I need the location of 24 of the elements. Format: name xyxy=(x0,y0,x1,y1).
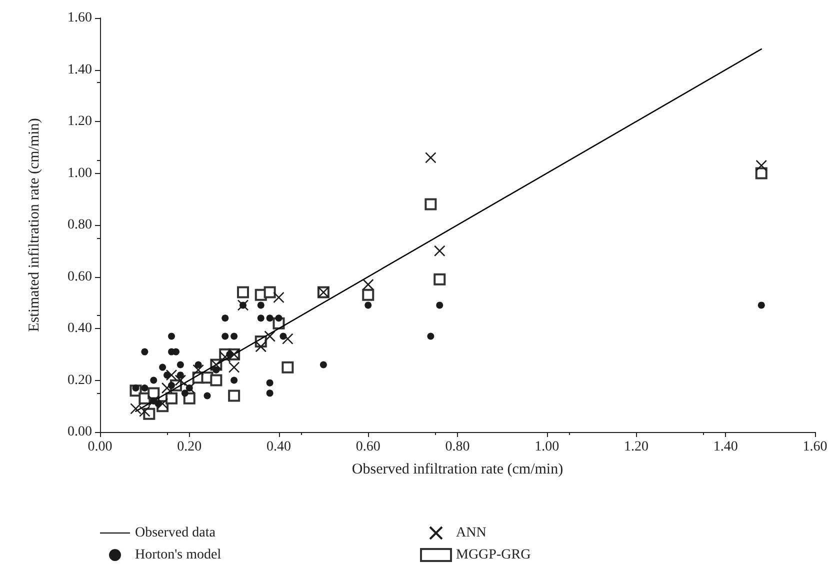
y-tick-label: 0.40 xyxy=(68,321,92,336)
x-tick-label: 0.80 xyxy=(445,440,470,454)
x-tick-label: 0.40 xyxy=(266,440,291,454)
x-tick-label: 0.00 xyxy=(88,440,112,454)
y-tick-label: 1.20 xyxy=(68,114,92,129)
y-tick-label: 0.20 xyxy=(68,372,92,388)
x-axis-title: Observed infiltration rate (cm/min) xyxy=(352,462,564,478)
y-tick-label: 0.80 xyxy=(68,218,92,232)
y-tick-label: 1.00 xyxy=(68,166,92,181)
y-tick-label: 1.40 xyxy=(68,62,92,78)
legend-label: Horton's model xyxy=(135,548,222,562)
x-tick-label: 0.60 xyxy=(356,440,380,454)
legend-label: MGGP-GRG xyxy=(456,548,531,562)
y-tick-label: 0.60 xyxy=(68,269,92,284)
x-tick-label: 1.00 xyxy=(534,440,560,454)
y-tick-label: 0.00 xyxy=(68,424,92,440)
legend-label: Observed data xyxy=(135,526,216,540)
y-tick-label: 1.60 xyxy=(68,10,92,26)
x-tick-label: 1.20 xyxy=(624,440,648,454)
x-tick-label: 1.40 xyxy=(713,440,738,454)
y-axis-title: Estimated infiltration rate (cm/min) xyxy=(26,118,42,332)
legend-label: ANN xyxy=(456,526,486,540)
x-tick-label: 1.60 xyxy=(802,440,828,454)
x-tick-label: 0.20 xyxy=(177,440,202,454)
